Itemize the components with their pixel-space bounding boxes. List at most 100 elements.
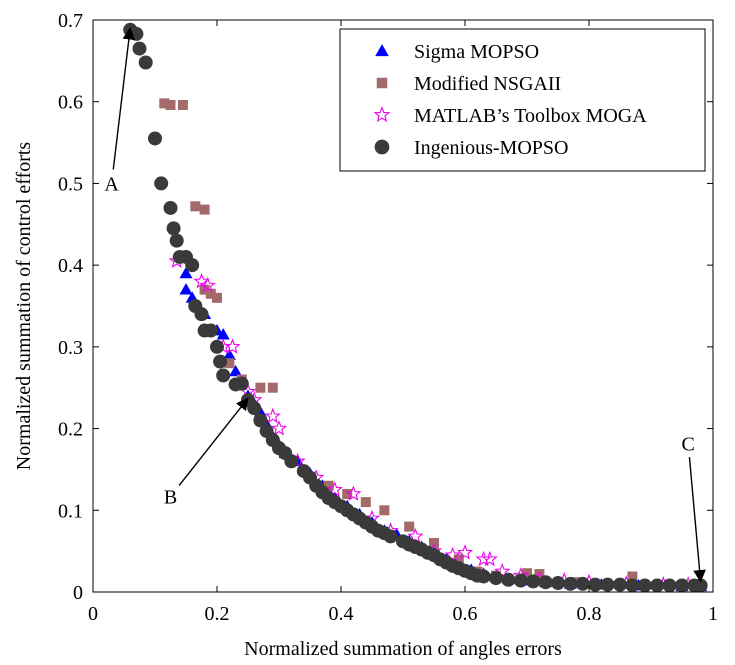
data-point-circle [138,55,153,70]
data-point-circle [489,571,503,586]
data-point-square [199,284,210,295]
y-tick-label: 0.2 [58,419,83,441]
x-tick-label: 0.8 [577,603,602,625]
x-tick-label: 1 [708,603,718,625]
data-point-triangle [179,283,193,295]
data-point-circle [194,307,209,322]
data-point-star [326,481,343,497]
data-point-square [224,358,235,369]
annotation-arrow [688,457,706,583]
data-point-circle [563,576,578,591]
data-point-star [481,550,498,567]
data-point-square [404,521,415,532]
data-point-circle [625,578,640,593]
x-tick-label: 0.2 [205,603,230,625]
data-point-star [456,544,474,560]
legend-label: Modified NSGAII [414,73,561,95]
annotation-arrow [178,397,249,486]
legend-marker-circle [374,139,390,155]
plot-area [123,22,708,593]
data-point-circle [210,339,224,354]
annotation-label: A [104,173,119,195]
data-point-circle [600,577,615,592]
legend-marker-star [373,106,391,123]
data-point-circle [154,176,169,191]
legend-label: Sigma MOPSO [414,41,539,63]
data-point-star [199,277,216,293]
data-point-square [255,382,266,393]
data-point-triangle [179,266,193,279]
data-point-circle [163,200,178,215]
data-point-star [407,527,424,544]
data-point-circle [148,131,162,146]
data-point-square [534,569,545,580]
data-point-circle [662,578,677,593]
data-point-circle [476,569,491,584]
data-point-triangle [216,328,230,340]
y-tick-label: 0.1 [58,500,83,522]
data-point-star [475,550,492,567]
data-point-star [270,420,288,436]
data-point-circle [637,578,652,593]
data-point-circle [166,221,181,236]
data-point-star [444,546,461,563]
data-point-star [264,407,281,424]
data-point-square [453,554,464,565]
data-point-triangle [229,364,243,377]
data-point-square [159,98,170,109]
data-point-circle [185,258,200,273]
data-point-square [627,571,638,582]
data-point-circle [213,354,228,369]
y-tick-label: 0.3 [58,337,83,359]
data-point-square [205,288,216,299]
data-point-circle [203,323,218,338]
data-point-circle [383,529,398,544]
axes: 0 0.2 0.4 0.6 0.8 1 0 0.1 0.2 0.3 0.4 0.5 0.6 0.7 [58,10,718,625]
data-point-circle [675,578,689,593]
data-point-circle [613,577,627,592]
x-axis-label: Normalized summation of angles errors [244,638,562,660]
data-point-circle [650,578,665,593]
data-point-circle [551,576,565,591]
legend-marker-square [376,77,388,89]
data-point-circle [253,413,268,428]
x-tick-label: 0 [88,603,98,625]
data-point-square [177,99,188,110]
legend-label: MATLAB’s Toolbox MOGA [414,105,647,127]
legend-box [339,28,706,172]
annotation-label: B [164,486,177,508]
data-point-circle [169,233,184,248]
data-point-square [323,480,334,491]
series-triangle [179,266,708,592]
annotation-label: C [682,433,695,455]
data-point-square [267,382,278,393]
data-point-square [199,204,210,215]
legend: Sigma MOPSO Modified NSGAII MATLAB’s Toolb… [339,28,706,172]
y-tick-label: 0.7 [58,10,83,32]
data-point-star [494,563,511,579]
data-point-circle [284,454,299,469]
data-point-circle [132,41,147,56]
y-tick-label: 0 [73,582,83,604]
data-point-square [379,505,390,516]
data-point-circle [501,572,516,587]
data-point-star [224,338,241,354]
data-point-circle [588,577,603,592]
data-point-square [212,292,222,303]
data-point-circle [247,401,262,416]
y-tick-label: 0.4 [58,255,83,277]
y-tick-label: 0.5 [58,173,83,195]
data-point-circle [575,576,590,591]
x-tick-label: 0.6 [453,603,478,625]
annotations: A B C [104,26,706,583]
y-tick-label: 0.6 [58,92,83,114]
data-point-square [360,497,371,508]
plot-frame [92,19,714,593]
data-point-circle [234,376,249,391]
data-point-circle [538,575,553,590]
data-point-circle [216,368,231,383]
data-point-circle [513,573,528,588]
legend-marker-triangle [375,44,389,57]
series-circle [123,22,708,593]
